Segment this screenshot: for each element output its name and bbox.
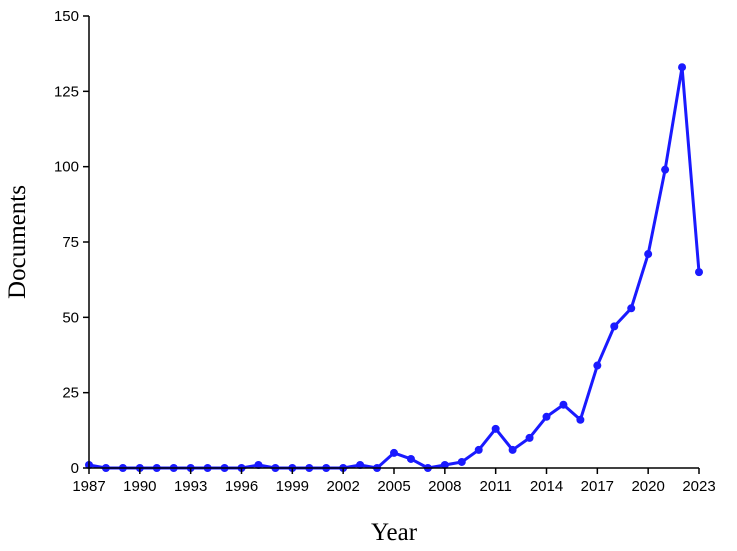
y-tick-label: 50 xyxy=(62,309,79,326)
x-tick-label: 2002 xyxy=(326,478,359,495)
y-tick-label: 25 xyxy=(62,385,79,402)
data-point xyxy=(644,250,653,259)
data-point xyxy=(610,322,619,331)
data-point xyxy=(542,412,551,421)
data-point xyxy=(627,304,636,313)
x-tick-label: 2017 xyxy=(581,478,614,495)
data-point xyxy=(678,63,687,72)
x-tick-label: 2005 xyxy=(377,478,410,495)
data-point xyxy=(576,415,585,424)
data-point xyxy=(593,361,602,370)
data-point xyxy=(695,268,703,277)
data-point xyxy=(356,460,365,469)
data-point xyxy=(406,454,415,463)
y-axis-title: Documents xyxy=(4,185,31,299)
x-tick-label: 2008 xyxy=(428,478,461,495)
data-point xyxy=(508,445,517,454)
data-point xyxy=(559,400,568,409)
x-tick-label: 1999 xyxy=(276,478,309,495)
y-tick-label: 100 xyxy=(54,159,79,176)
data-point xyxy=(390,448,398,457)
y-axis-ticks: 0 25 50 75 100 125 150 xyxy=(54,8,89,477)
plot-area xyxy=(85,63,703,472)
x-tick-label: 1987 xyxy=(72,478,105,495)
data-point xyxy=(491,424,500,433)
x-tick-label: 2011 xyxy=(480,478,512,495)
x-tick-label: 2014 xyxy=(530,478,563,495)
y-tick-label: 0 xyxy=(71,460,79,477)
data-point xyxy=(474,445,483,454)
x-tick-label: 2020 xyxy=(631,478,664,495)
x-axis-ticks: 1987 1990 1993 1996 1999 2002 2005 2008 2011 2014… xyxy=(72,468,716,495)
series-line xyxy=(88,65,701,470)
data-point xyxy=(254,460,263,469)
data-point xyxy=(457,457,466,466)
x-tick-label: 1993 xyxy=(174,478,207,495)
y-tick-label: 125 xyxy=(54,83,79,100)
x-tick-label: 1996 xyxy=(225,478,258,495)
data-point xyxy=(525,433,534,442)
y-tick-label: 150 xyxy=(54,8,79,25)
x-tick-label: 2023 xyxy=(682,478,715,495)
x-axis-title: Year xyxy=(371,519,418,546)
data-point xyxy=(440,460,449,469)
y-tick-label: 75 xyxy=(62,234,79,251)
x-tick-label: 1990 xyxy=(123,478,156,495)
data-point xyxy=(661,165,670,174)
